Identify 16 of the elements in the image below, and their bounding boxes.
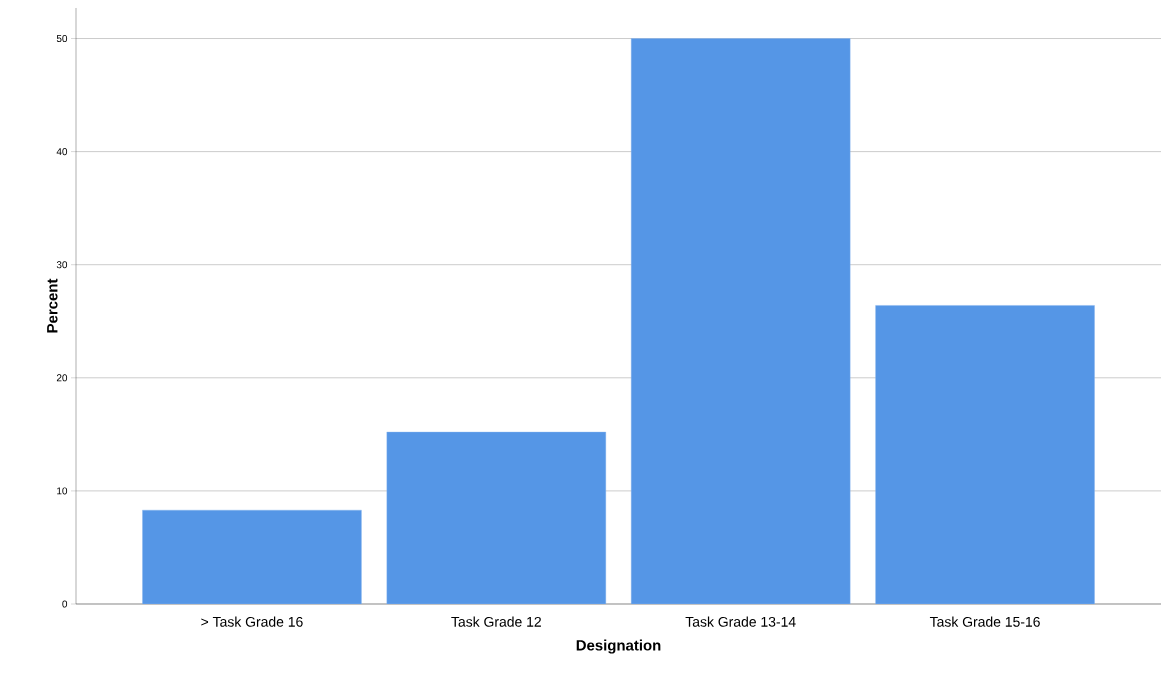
y-tick-label: 50 bbox=[56, 35, 68, 43]
x-tick-label: Task Grade 13-14 bbox=[685, 616, 796, 627]
bar bbox=[386, 431, 606, 604]
x-tick-label: Task Grade 15-16 bbox=[929, 616, 1040, 627]
x-tick-label: Task Grade 12 bbox=[451, 616, 541, 627]
y-axis-title: Percent bbox=[47, 278, 58, 333]
y-tick-label: 10 bbox=[57, 487, 68, 495]
y-tick-label: 0 bbox=[62, 600, 68, 608]
x-tick-label: > Task Grade 16 bbox=[201, 616, 303, 627]
x-axis-title: Designation bbox=[576, 639, 661, 654]
y-tick-label: 20 bbox=[56, 374, 68, 382]
bar bbox=[142, 509, 362, 604]
y-tick-label: 30 bbox=[56, 261, 68, 269]
bar bbox=[631, 38, 851, 604]
bar bbox=[875, 305, 1095, 604]
y-tick-label: 40 bbox=[56, 148, 68, 156]
